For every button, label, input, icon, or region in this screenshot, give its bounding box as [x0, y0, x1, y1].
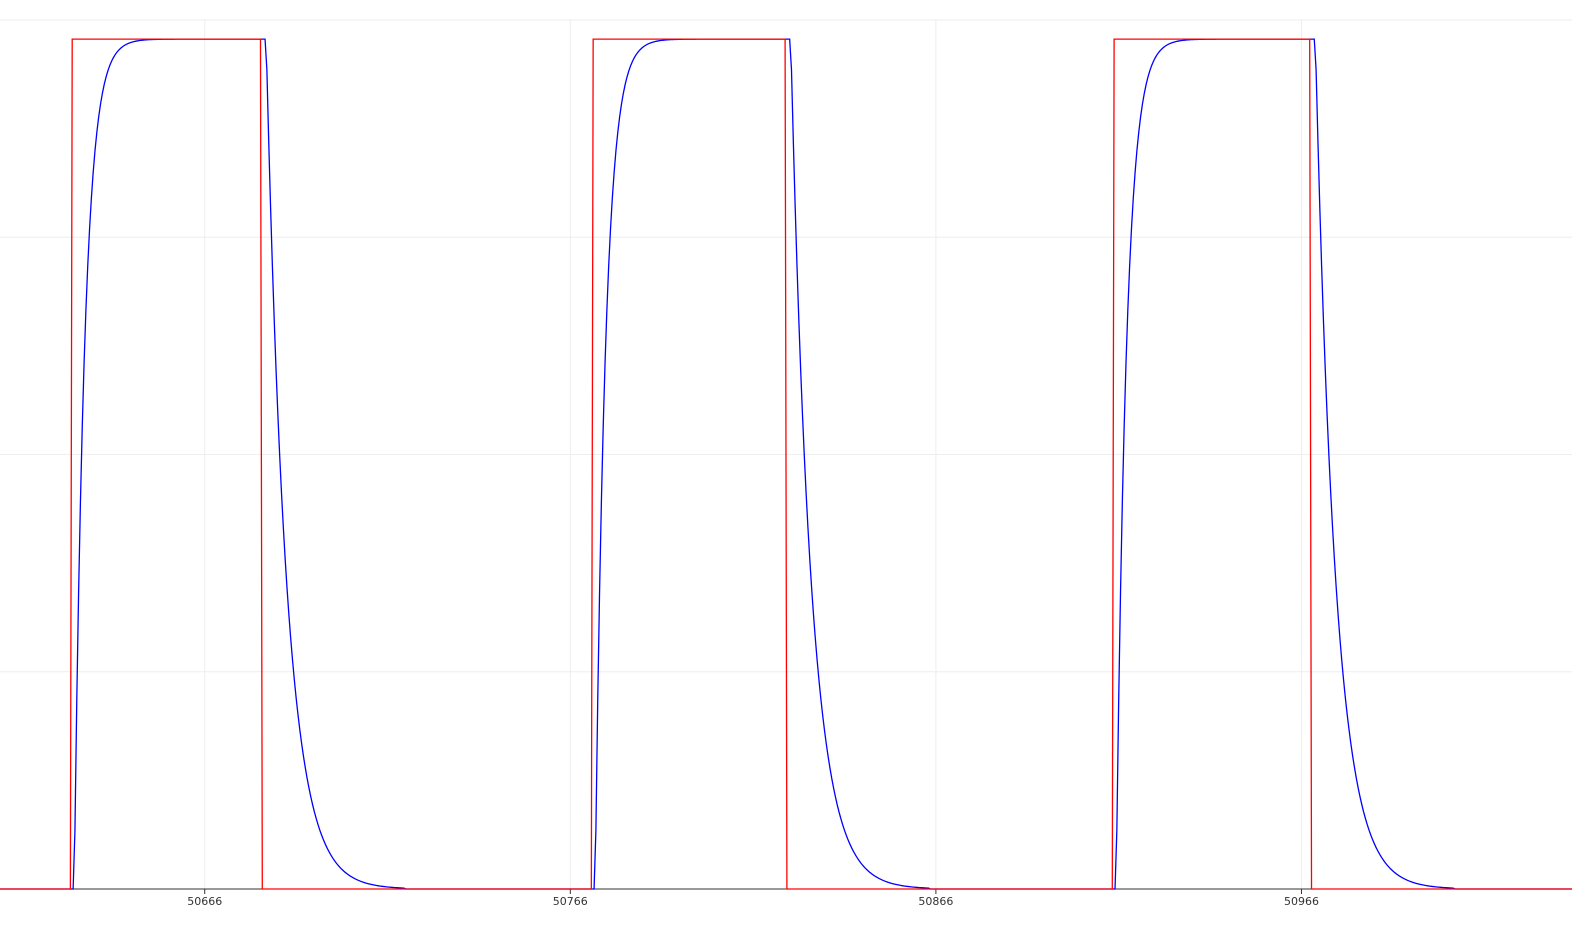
series-lines: [0, 38, 1572, 890]
x-tick-label-2: 50866: [918, 895, 953, 908]
x-axis: 50666 50766 50866 50966: [0, 888, 1572, 908]
x-tick-label-1: 50766: [553, 895, 588, 908]
x-tick-label-3: 50966: [1284, 895, 1319, 908]
x-tick-label-0: 50666: [187, 895, 222, 908]
series-line-square: [0, 38, 1572, 890]
